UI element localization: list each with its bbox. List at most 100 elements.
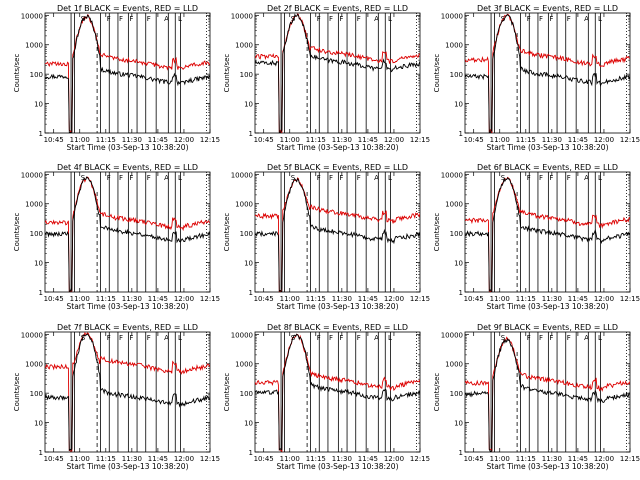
state-marker: F [329, 174, 333, 182]
state-marker: A [164, 15, 169, 23]
x-tick-label: 11:30 [542, 295, 562, 303]
plot-frame [254, 12, 421, 134]
x-axis-label: Start Time (03-Sep-13 10:38:20) [67, 302, 189, 311]
state-marker: F [527, 334, 531, 342]
state-marker: F [539, 334, 543, 342]
y-tick-label: 1 [39, 289, 43, 297]
y-tick-label: 100 [30, 390, 43, 398]
x-tick-label: 12:15 [200, 295, 220, 303]
state-marker: F [549, 174, 553, 182]
y-tick-label: 10000 [231, 171, 253, 179]
state-marker: F [317, 174, 321, 182]
state-marker: F [129, 334, 133, 342]
state-marker: F [129, 15, 133, 23]
x-tick-label: 12:00 [174, 295, 194, 303]
x-tick-label: 11:30 [332, 455, 352, 463]
state-marker: F [539, 15, 543, 23]
y-tick-label: 100 [450, 230, 463, 238]
y-tick-label: 1000 [25, 42, 43, 50]
series-group [465, 336, 630, 452]
x-tick-label: 12:00 [174, 136, 194, 144]
chart-title: Det 4f BLACK = Events, RED = LLD [57, 163, 198, 172]
events-series-line [45, 14, 210, 133]
y-tick-label: 10 [34, 101, 43, 109]
state-marker: S [81, 174, 86, 182]
state-marker: A [374, 174, 379, 182]
state-marker: L [178, 15, 182, 23]
y-tick-label: 100 [240, 230, 253, 238]
x-tick-label: 11:00 [280, 136, 300, 144]
x-tick-label: 11:45 [358, 455, 378, 463]
state-marker: L [178, 334, 182, 342]
y-tick-label: 10 [244, 101, 253, 109]
state-marker: L [598, 174, 602, 182]
state-marker: S [291, 174, 296, 182]
events-series-line [255, 333, 420, 451]
x-tick-label: 10:45 [254, 455, 274, 463]
x-tick-label: 10:45 [44, 136, 64, 144]
series-group [255, 333, 420, 452]
events-series-line [255, 177, 420, 292]
events-series-line [45, 176, 210, 292]
state-marker: F [329, 15, 333, 23]
chart-title: Det 6f BLACK = Events, RED = LLD [477, 163, 618, 172]
x-tick-label: 12:00 [384, 136, 404, 144]
y-tick-label: 10 [244, 260, 253, 268]
x-axis-label: Start Time (03-Sep-13 10:38:20) [67, 143, 189, 152]
state-marker: A [584, 174, 589, 182]
y-tick-label: 10000 [441, 331, 463, 339]
x-tick-label: 11:00 [280, 295, 300, 303]
y-tick-label: 1000 [235, 42, 253, 50]
y-tick-label: 1 [459, 289, 463, 297]
state-marker: F [339, 174, 343, 182]
x-tick-label: 12:15 [410, 455, 430, 463]
x-tick-label: 11:30 [122, 455, 142, 463]
chart-panel: Det 7f BLACK = Events, RED = LLD 1 10 100 10… [13, 323, 220, 471]
state-marker: L [388, 334, 392, 342]
chart-panel: Det 2f BLACK = Events, RED = LLD 1 10 100 10… [223, 4, 430, 152]
chart-panel: Det 5f BLACK = Events, RED = LLD 1 10 100 10… [223, 163, 430, 311]
y-tick-label: 1000 [445, 201, 463, 209]
state-marker: F [549, 334, 553, 342]
chart-title: Det 5f BLACK = Events, RED = LLD [267, 163, 408, 172]
y-tick-label: 10 [244, 420, 253, 428]
y-tick-label: 100 [240, 390, 253, 398]
x-tick-label: 11:15 [306, 295, 326, 303]
plot-frame [464, 12, 631, 134]
y-tick-label: 10000 [21, 331, 43, 339]
chart-title: Det 7f BLACK = Events, RED = LLD [57, 323, 198, 332]
y-tick-label: 10000 [231, 331, 253, 339]
y-tick-label: 10000 [231, 12, 253, 20]
state-marker: F [339, 15, 343, 23]
y-axis-label: Counts/sec [13, 213, 21, 252]
x-tick-label: 12:00 [594, 295, 614, 303]
state-marker: F [549, 15, 553, 23]
y-tick-label: 10000 [21, 171, 43, 179]
x-tick-label: 11:45 [568, 295, 588, 303]
x-tick-label: 11:00 [280, 455, 300, 463]
state-marker: A [584, 15, 589, 23]
x-axis-label: Start Time (03-Sep-13 10:38:20) [67, 462, 189, 471]
chart-title: Det 8f BLACK = Events, RED = LLD [267, 323, 408, 332]
chart-title: Det 9f BLACK = Events, RED = LLD [477, 323, 618, 332]
plot-frame [44, 12, 211, 134]
y-tick-label: 10 [454, 260, 463, 268]
y-tick-label: 1 [249, 289, 253, 297]
state-marker: F [107, 15, 111, 23]
y-tick-label: 1 [39, 130, 43, 138]
x-tick-label: 10:45 [44, 455, 64, 463]
state-marker: F [357, 334, 361, 342]
series-group [255, 13, 420, 133]
state-marker: S [291, 334, 296, 342]
x-tick-label: 11:00 [70, 295, 90, 303]
x-tick-label: 12:15 [410, 136, 430, 144]
state-marker: F [119, 15, 123, 23]
y-tick-label: 1000 [235, 201, 253, 209]
state-marker: A [374, 15, 379, 23]
state-marker: S [501, 15, 506, 23]
state-marker: F [107, 174, 111, 182]
x-tick-label: 11:45 [148, 455, 168, 463]
x-tick-label: 11:00 [70, 455, 90, 463]
state-marker: F [129, 174, 133, 182]
